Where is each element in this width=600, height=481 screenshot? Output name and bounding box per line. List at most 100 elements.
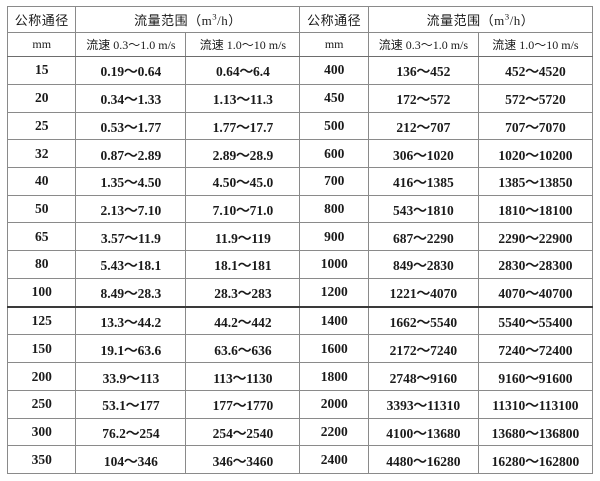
cell-nominal-diameter-right: 1000 xyxy=(299,250,369,279)
cell-flow-high-right: 9160～91600 xyxy=(477,362,594,391)
cell-nominal-diameter-left: 150 xyxy=(6,334,77,364)
cell-flow-low-left: 76.2～254 xyxy=(75,417,187,447)
cell-flow-low-right: 1221～4070 xyxy=(367,277,479,308)
cell-nominal-diameter-right: 600 xyxy=(299,139,369,168)
cell-nominal-diameter-right: 700 xyxy=(299,166,369,196)
cell-nominal-diameter-right: 1600 xyxy=(299,334,369,364)
cell-flow-high-left: 7.10～71.0 xyxy=(185,194,301,224)
header-flow-range-left: 流量范围（m3/h） xyxy=(75,5,301,34)
cell-nominal-diameter-right: 400 xyxy=(299,56,369,85)
cell-nominal-diameter-right: 2200 xyxy=(299,417,369,447)
cell-flow-low-right: 1662～5540 xyxy=(367,306,479,336)
cell-flow-high-left: 254～2540 xyxy=(185,417,301,447)
header-flow-range-left-tail: /h） xyxy=(217,13,242,29)
header-flow-range-right-tail: /h） xyxy=(509,13,535,29)
cell-nominal-diameter-right: 800 xyxy=(299,194,369,224)
cell-nominal-diameter-right: 450 xyxy=(299,83,369,113)
cell-flow-low-left: 8.49～28.3 xyxy=(75,277,187,308)
cell-flow-high-left: 63.6～636 xyxy=(185,334,301,364)
cell-nominal-diameter-left: 350 xyxy=(6,445,77,474)
cell-flow-low-right: 2748～9160 xyxy=(367,362,479,391)
cell-nominal-diameter-right: 2400 xyxy=(299,445,369,474)
cell-flow-low-left: 19.1～63.6 xyxy=(75,334,187,364)
cell-nominal-diameter-left: 15 xyxy=(6,56,77,85)
header-nominal-diameter-left: 公称通径 xyxy=(6,5,77,34)
table-row: 80 5.43～18.1 18.1～181 1000 849～2830 2830～2830… xyxy=(6,250,594,279)
table-row: 65 3.57～11.9 11.9～119 900 687～2290 2290～22900 xyxy=(6,222,594,252)
cell-nominal-diameter-right: 1400 xyxy=(299,306,369,336)
cell-nominal-diameter-right: 2000 xyxy=(299,389,369,419)
cell-flow-low-left: 53.1～177 xyxy=(75,389,187,419)
header-flow-range-left-text: 流量范围（m xyxy=(134,13,213,29)
cell-flow-high-left: 1.13～11.3 xyxy=(185,83,301,113)
header-flow-range-right-text: 流量范围（m xyxy=(426,13,505,29)
cell-nominal-diameter-right: 500 xyxy=(299,111,369,141)
cell-nominal-diameter-left: 200 xyxy=(6,362,77,391)
cell-flow-low-left: 0.34～1.33 xyxy=(75,83,187,113)
header-unit-mm-right: mm xyxy=(299,32,369,58)
cell-flow-high-left: 0.64～6.4 xyxy=(185,56,301,85)
cell-flow-high-left: 2.89～28.9 xyxy=(185,139,301,168)
cell-flow-high-right: 1020～10200 xyxy=(477,139,594,168)
cell-nominal-diameter-left: 50 xyxy=(6,194,77,224)
cell-nominal-diameter-left: 25 xyxy=(6,111,77,141)
cell-flow-low-left: 3.57～11.9 xyxy=(75,222,187,252)
header-flow-range-right: 流量范围（m3/h） xyxy=(367,5,594,34)
cell-flow-high-right: 1385～13850 xyxy=(477,166,594,196)
table-row: 50 2.13～7.10 7.10～71.0 800 543～1810 1810～1810… xyxy=(6,194,594,224)
cell-nominal-diameter-left: 32 xyxy=(6,139,77,168)
table-row: 300 76.2～254 254～2540 2200 4100～13680 13680～1… xyxy=(6,417,594,447)
cell-flow-low-left: 0.87～2.89 xyxy=(75,139,187,168)
table-row: 150 19.1～63.6 63.6～636 1600 2172～7240 7240～72… xyxy=(6,334,594,364)
table-row: 20 0.34～1.33 1.13～11.3 450 172～572 572～5720 xyxy=(6,83,594,113)
cell-flow-high-right: 7240～72400 xyxy=(477,334,594,364)
cell-flow-high-right: 572～5720 xyxy=(477,83,594,113)
cell-nominal-diameter-left: 40 xyxy=(6,166,77,196)
flow-range-table: 公称通径 流量范围（m3/h） 公称通径 流量范围（m3/h） mm 流速 0.… xyxy=(6,5,594,474)
cell-flow-low-right: 172～572 xyxy=(367,83,479,113)
cell-flow-high-left: 113～1130 xyxy=(185,362,301,391)
header-velocity-high-left: 流速 1.0～10 m/s xyxy=(185,32,301,58)
cell-flow-high-left: 177～1770 xyxy=(185,389,301,419)
header-velocity-low-right: 流速 0.3～1.0 m/s xyxy=(367,32,479,58)
cell-nominal-diameter-right: 1800 xyxy=(299,362,369,391)
cell-flow-low-left: 1.35～4.50 xyxy=(75,166,187,196)
cell-flow-low-left: 0.53～1.77 xyxy=(75,111,187,141)
header-flow-range-left-sup: 3 xyxy=(212,11,218,22)
cell-nominal-diameter-left: 300 xyxy=(6,417,77,447)
cell-flow-low-right: 3393～11310 xyxy=(367,389,479,419)
cell-flow-high-left: 44.2～442 xyxy=(185,306,301,336)
table-row: 100 8.49～28.3 28.3～283 1200 1221～4070 4070～40… xyxy=(6,277,594,308)
cell-flow-low-left: 0.19～0.64 xyxy=(75,56,187,85)
cell-flow-high-right: 5540～55400 xyxy=(477,306,594,336)
cell-flow-low-left: 2.13～7.10 xyxy=(75,194,187,224)
cell-nominal-diameter-left: 100 xyxy=(6,277,77,308)
header-velocity-high-right: 流速 1.0～10 m/s xyxy=(477,32,594,58)
cell-flow-high-left: 28.3～283 xyxy=(185,277,301,308)
cell-flow-high-left: 346～3460 xyxy=(185,445,301,474)
cell-flow-high-right: 452～4520 xyxy=(477,56,594,85)
cell-nominal-diameter-left: 20 xyxy=(6,83,77,113)
cell-flow-high-left: 1.77～17.7 xyxy=(185,111,301,141)
table-row: 200 33.9～113 113～1130 1800 2748～9160 9160～916… xyxy=(6,362,594,391)
cell-flow-low-right: 136～452 xyxy=(367,56,479,85)
cell-nominal-diameter-right: 1200 xyxy=(299,277,369,308)
table-row: 40 1.35～4.50 4.50～45.0 700 416～1385 1385～1385… xyxy=(6,166,594,196)
cell-flow-low-left: 13.3～44.2 xyxy=(75,306,187,336)
cell-flow-low-left: 33.9～113 xyxy=(75,362,187,391)
table-row: 25 0.53～1.77 1.77～17.7 500 212～707 707～7070 xyxy=(6,111,594,141)
cell-flow-low-right: 212～707 xyxy=(367,111,479,141)
header-nominal-diameter-right: 公称通径 xyxy=(299,5,369,34)
header-row-primary: 公称通径 流量范围（m3/h） 公称通径 流量范围（m3/h） xyxy=(6,5,594,34)
cell-flow-low-right: 306～1020 xyxy=(367,139,479,168)
cell-flow-high-left: 11.9～119 xyxy=(185,222,301,252)
table-row: 15 0.19～0.64 0.64～6.4 400 136～452 452～4520 xyxy=(6,56,594,85)
cell-flow-high-right: 2290～22900 xyxy=(477,222,594,252)
table-row: 32 0.87～2.89 2.89～28.9 600 306～1020 1020～1020… xyxy=(6,139,594,168)
cell-flow-high-right: 16280～162800 xyxy=(477,445,594,474)
header-flow-range-right-sup: 3 xyxy=(504,11,510,22)
cell-flow-high-right: 1810～18100 xyxy=(477,194,594,224)
cell-flow-high-left: 4.50～45.0 xyxy=(185,166,301,196)
header-unit-mm-left: mm xyxy=(6,32,77,58)
